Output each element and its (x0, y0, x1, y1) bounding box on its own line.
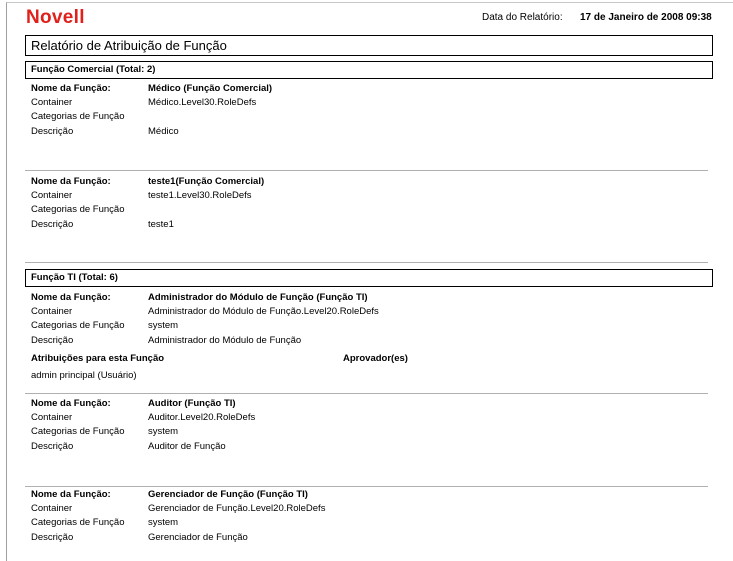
container-value: Médico.Level30.RoleDefs (148, 97, 257, 108)
assignment-item: admin principal (Usuário) (31, 370, 137, 381)
container-value: Auditor.Level20.RoleDefs (148, 412, 256, 423)
container-value: Administrador do Módulo de Função.Level2… (148, 306, 379, 317)
approvers-header: Aprovador(es) (343, 353, 408, 364)
container-label: Container (31, 97, 73, 108)
separator (25, 170, 708, 171)
description-label: Descrição (31, 441, 74, 452)
container-value: teste1.Level30.RoleDefs (148, 190, 252, 201)
description-label: Descrição (31, 532, 74, 543)
role-name-label: Nome da Função: (31, 489, 111, 500)
report-date-value: 17 de Janeiro de 2008 09:38 (580, 12, 712, 23)
report-title: Relatório de Atribuição de Função (25, 35, 713, 56)
container-value: Gerenciador de Função.Level20.RoleDefs (148, 503, 326, 514)
role-name-label: Nome da Função: (31, 292, 111, 303)
role-name-value: Auditor (Função TI) (148, 398, 236, 409)
description-value: Auditor de Função (148, 441, 226, 452)
role-name-label: Nome da Função: (31, 83, 111, 94)
role-name-value: Médico (Função Comercial) (148, 83, 273, 94)
container-label: Container (31, 190, 73, 201)
categories-label: Categorias de Função (31, 320, 125, 331)
section-header: Função Comercial (Total: 2) (25, 61, 713, 79)
role-name-value: teste1(Função Comercial) (148, 176, 265, 187)
description-value: Gerenciador de Função (148, 532, 248, 543)
description-label: Descrição (31, 126, 74, 137)
description-value: teste1 (148, 219, 174, 230)
categories-value: system (148, 320, 179, 331)
categories-value: system (148, 426, 179, 437)
container-label: Container (31, 503, 73, 514)
novell-logo: Novell (26, 7, 85, 28)
description-value: Médico (148, 126, 179, 137)
report-date-label: Data do Relatório: (482, 12, 563, 23)
role-name-value: Gerenciador de Função (Função TI) (148, 489, 308, 500)
separator (25, 486, 708, 487)
categories-label: Categorias de Função (31, 111, 125, 122)
description-label: Descrição (31, 335, 74, 346)
section-header: Função TI (Total: 6) (25, 269, 713, 287)
container-label: Container (31, 306, 73, 317)
report-page (6, 2, 733, 561)
role-name-label: Nome da Função: (31, 176, 111, 187)
role-name-label: Nome da Função: (31, 398, 111, 409)
role-name-value: Administrador do Módulo de Função (Funçã… (148, 292, 368, 303)
separator (25, 393, 708, 394)
assignments-header: Atribuições para esta Função (31, 353, 165, 364)
categories-label: Categorias de Função (31, 517, 125, 528)
categories-value: system (148, 517, 179, 528)
description-label: Descrição (31, 219, 74, 230)
categories-label: Categorias de Função (31, 426, 125, 437)
description-value: Administrador do Módulo de Função (148, 335, 302, 346)
container-label: Container (31, 412, 73, 423)
categories-label: Categorias de Função (31, 204, 125, 215)
separator (25, 262, 708, 263)
